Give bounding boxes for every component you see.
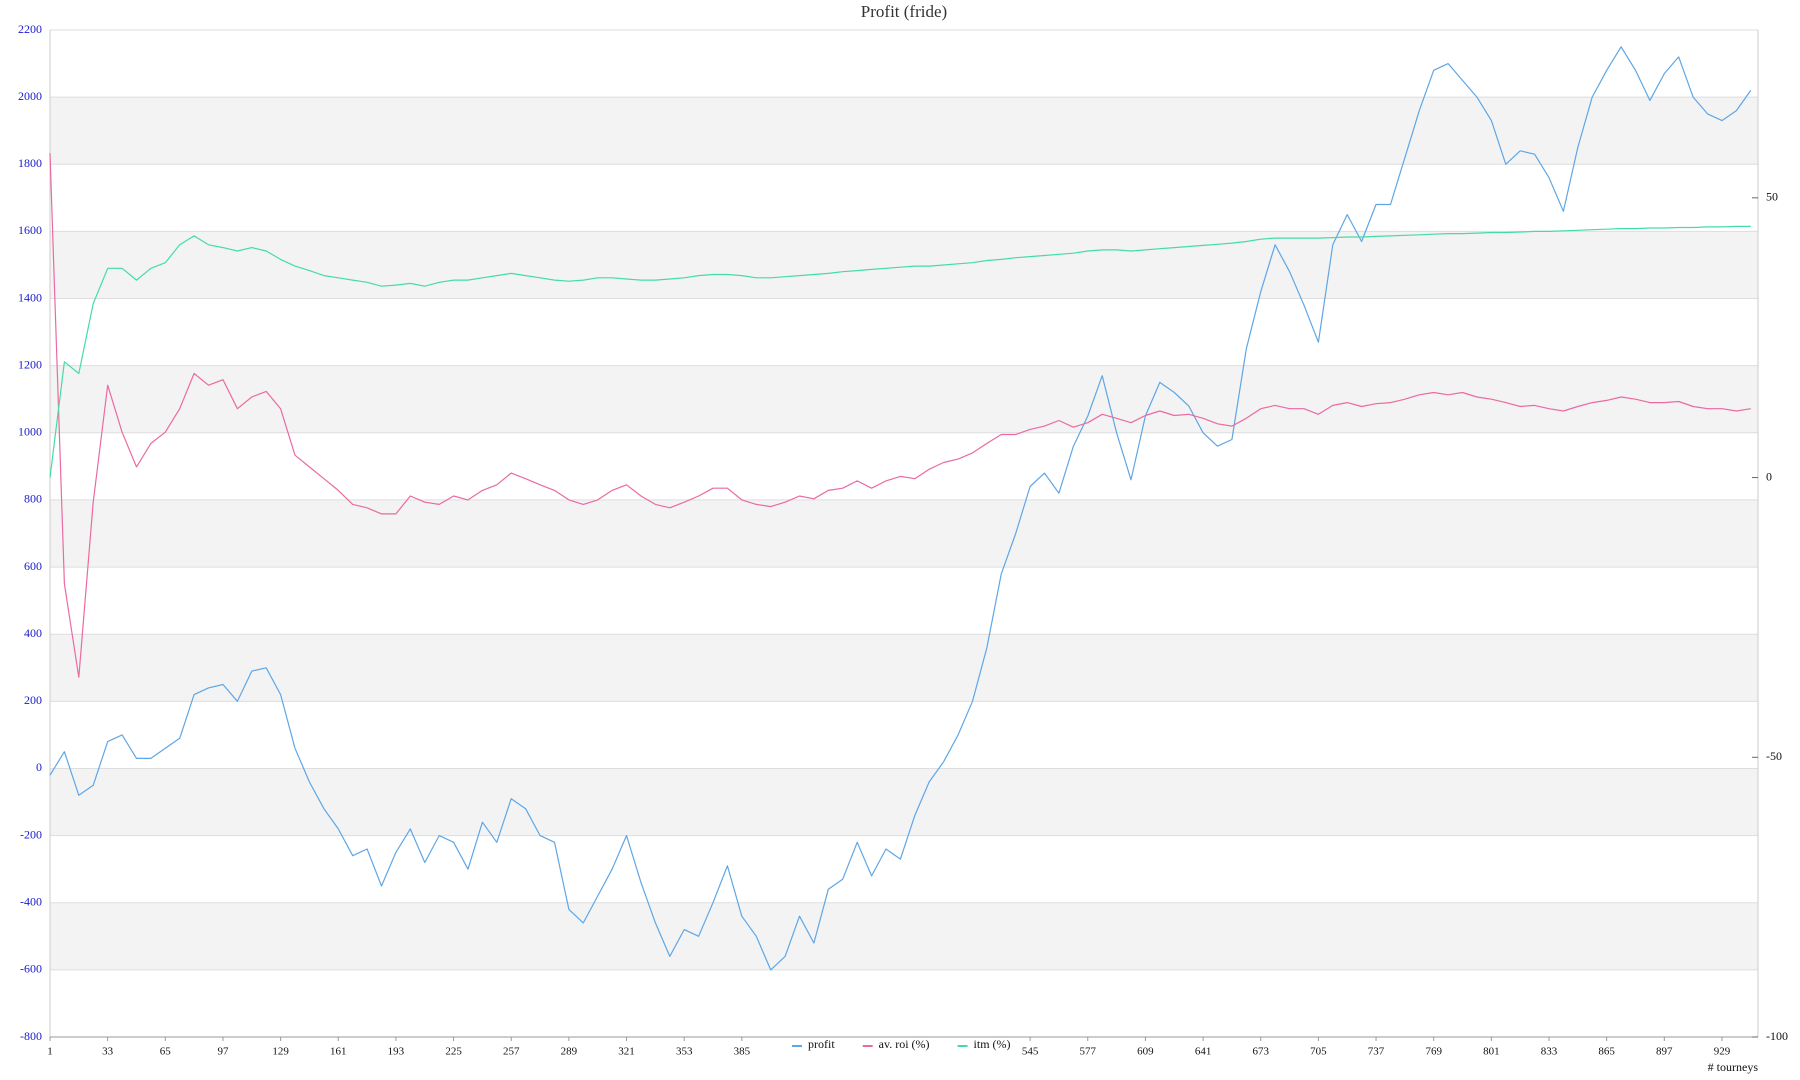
x-tick-label: 641: [1195, 1046, 1212, 1058]
y-tick-label: 200: [24, 693, 42, 707]
y-tick-label: 1000: [18, 425, 42, 439]
grid-band: [50, 902, 1758, 970]
grid-band: [50, 97, 1758, 165]
x-tick-label: 545: [1022, 1046, 1039, 1058]
y-tick-label: 1600: [18, 223, 42, 237]
x-tick-label: 193: [388, 1046, 405, 1058]
y-tick-label: -200: [20, 827, 42, 841]
y2-tick-label: 0: [1766, 469, 1772, 483]
y-tick-label: 400: [24, 626, 42, 640]
x-axis-label: # tourneys: [1708, 1060, 1759, 1074]
grid-band: [50, 634, 1758, 702]
x-tick-label: 865: [1598, 1046, 1615, 1058]
x-tick-label: 769: [1425, 1046, 1442, 1058]
x-tick-label: 705: [1310, 1046, 1327, 1058]
plot-background: [49, 29, 1759, 1038]
line-1: [49, 46, 1752, 971]
x-tick-label: 737: [1368, 1046, 1385, 1058]
y-tick-label: 2200: [18, 22, 42, 36]
y2-tick-label: -100: [1766, 1029, 1788, 1043]
y-tick-label: 1200: [18, 357, 42, 371]
x-tick-label: 673: [1252, 1046, 1269, 1058]
x-tick-label: 289: [561, 1046, 578, 1058]
y-tick-label: -600: [20, 962, 42, 976]
x-tick-label: 801: [1483, 1046, 1500, 1058]
x-tick-label: 833: [1541, 1046, 1558, 1058]
x-tick-label: 353: [676, 1046, 693, 1058]
grid-band: [50, 768, 1758, 836]
legend: profit av. roi (%) itm (%): [792, 1037, 1011, 1051]
y-tick-label: 800: [24, 492, 42, 506]
y2-tick-label: 50: [1766, 190, 1778, 204]
chart-title: Profit (fride): [861, 2, 947, 21]
x-tick-label: 609: [1137, 1046, 1154, 1058]
legend-label: itm (%): [974, 1037, 1011, 1051]
legend-label: av. roi (%): [879, 1037, 930, 1051]
y-tick-label: -400: [20, 894, 42, 908]
grid-band: [50, 231, 1758, 299]
y-tick-label: 0: [36, 760, 42, 774]
x-tick-label: 33: [102, 1046, 114, 1058]
grid-band: [50, 499, 1758, 568]
x-tick-label: 577: [1080, 1046, 1097, 1058]
y2-tick-label: -50: [1766, 749, 1782, 763]
x-tick-label: 321: [618, 1046, 635, 1058]
x-tick-label: 257: [503, 1046, 520, 1058]
y-tick-label: 600: [24, 559, 42, 573]
grid-band: [50, 365, 1758, 433]
x-tick-label: 161: [330, 1046, 347, 1058]
x-tick-label: 385: [734, 1046, 751, 1058]
x-tick-label: 929: [1714, 1046, 1731, 1058]
x-tick-label: 225: [445, 1046, 462, 1058]
line-3: [49, 225, 1751, 478]
y-tick-label: -800: [20, 1029, 42, 1043]
y-tick-label: 2000: [18, 89, 42, 103]
x-tick-label: 1: [47, 1046, 53, 1058]
legend-label: profit: [808, 1037, 835, 1051]
x-tick-label: 897: [1656, 1046, 1673, 1058]
line-2: [49, 153, 1751, 678]
y-tick-label: 1400: [18, 290, 42, 304]
x-tick-label: 97: [217, 1046, 229, 1058]
x-tick-label: 129: [272, 1046, 289, 1058]
y-tick-label: 1800: [18, 156, 42, 170]
x-tick-label: 65: [160, 1046, 172, 1058]
